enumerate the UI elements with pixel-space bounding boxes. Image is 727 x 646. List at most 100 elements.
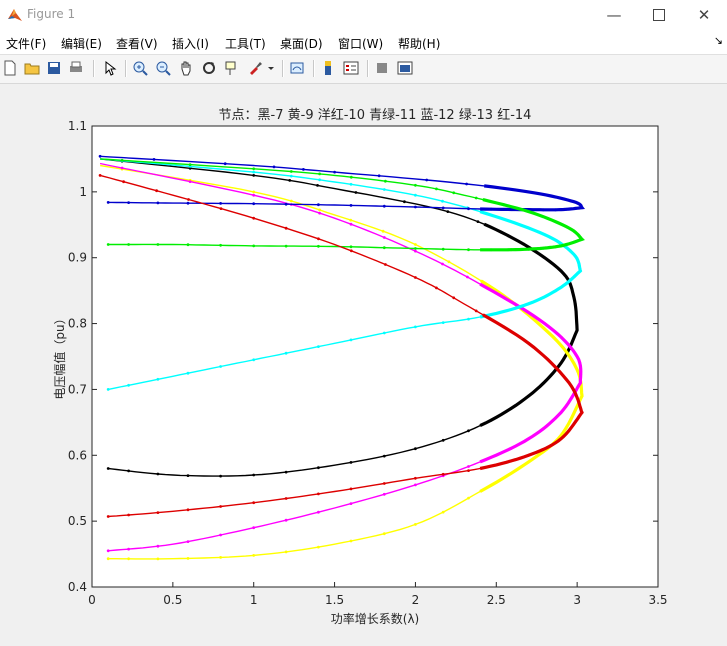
series-marker-1 (318, 208, 321, 212)
pan-hand-icon[interactable] (176, 58, 196, 78)
series-marker-3 (252, 358, 256, 362)
menu-file[interactable]: 文件(F) (6, 37, 47, 51)
series-marker-2 (382, 236, 386, 239)
maximize-button[interactable] (636, 0, 682, 30)
y-tick-label: 0.8 (68, 317, 87, 331)
series-marker-1 (532, 317, 536, 321)
series-marker-5 (577, 234, 581, 238)
series-marker-6 (252, 501, 256, 505)
series-marker-1 (441, 510, 445, 514)
series-marker-0 (573, 302, 577, 306)
toolbar-separator (282, 60, 284, 77)
series-marker-2 (492, 290, 495, 293)
series-marker-1 (317, 545, 320, 549)
y-tick-label: 1.1 (68, 119, 87, 133)
series-marker-6 (572, 388, 575, 392)
series-marker-4 (106, 201, 110, 204)
rotate-3d-icon[interactable] (199, 58, 219, 78)
series-marker-0 (127, 469, 130, 473)
plot-title: 节点：黑-7 黄-9 洋红-10 青绿-11 蓝-12 绿-13 红-14 (219, 107, 532, 123)
series-marker-2 (186, 540, 190, 543)
series-marker-4 (425, 178, 429, 182)
select-arrow-icon[interactable] (100, 58, 120, 78)
series-marker-4 (156, 201, 160, 205)
series-marker-6 (577, 401, 581, 405)
zoom-out-icon[interactable] (153, 58, 173, 78)
series-marker-3 (441, 321, 445, 324)
series-marker-5 (435, 187, 438, 191)
series-marker-3 (554, 289, 557, 293)
series-marker-5 (527, 247, 530, 251)
close-button[interactable]: ✕ (681, 0, 727, 30)
brush-dropdown-icon[interactable] (265, 58, 277, 78)
series-marker-5 (188, 163, 192, 166)
series-marker-2 (284, 518, 288, 522)
series-marker-5 (441, 247, 445, 251)
series-marker-5 (452, 191, 456, 195)
series-marker-6 (317, 492, 320, 496)
colorbar-icon[interactable] (318, 58, 338, 78)
series-marker-5 (554, 245, 557, 249)
series-marker-6 (452, 296, 456, 300)
series-marker-5 (414, 247, 417, 250)
series-marker-0 (522, 242, 526, 246)
dock-arrow-icon[interactable]: ↘ (713, 34, 723, 47)
series-marker-3 (127, 383, 130, 387)
series-marker-3 (219, 365, 223, 368)
series-marker-0 (499, 230, 503, 234)
series-marker-1 (284, 550, 288, 554)
menu-help[interactable]: 帮助(H) (398, 37, 441, 51)
window-titlebar: Figure 1 — ✕ (0, 0, 727, 30)
brush-icon[interactable] (245, 58, 265, 78)
series-marker-5 (186, 243, 190, 247)
hide-plot-tools-icon[interactable] (372, 58, 392, 78)
toolbar-separator (93, 60, 95, 77)
maximize-icon (653, 9, 665, 21)
menu-tools[interactable]: 工具(T) (225, 37, 266, 51)
legend-icon[interactable] (341, 58, 361, 78)
series-marker-1 (414, 243, 417, 246)
menu-edit[interactable]: 编辑(E) (61, 37, 102, 51)
series-nose-segment-1 (479, 279, 584, 493)
x-tick-label: 2.5 (487, 593, 506, 607)
series-marker-0 (252, 174, 256, 177)
series-marker-4 (414, 205, 417, 209)
series-marker-5 (317, 244, 320, 248)
series-marker-4 (489, 207, 493, 211)
series-marker-1 (382, 532, 386, 536)
series-marker-1 (186, 557, 190, 560)
series-marker-2 (564, 404, 568, 408)
series-marker-2 (542, 427, 545, 431)
show-plot-tools-icon[interactable] (395, 58, 415, 78)
series-marker-5 (384, 179, 387, 183)
open-file-icon[interactable] (22, 58, 42, 78)
series-marker-0 (156, 472, 160, 476)
menu-view[interactable]: 查看(V) (116, 37, 158, 51)
menu-insert[interactable]: 插入(I) (172, 37, 209, 51)
save-icon[interactable] (44, 58, 64, 78)
data-cursor-icon[interactable] (222, 58, 242, 78)
minimize-button[interactable]: — (591, 0, 637, 30)
series-marker-3 (441, 199, 444, 203)
series-marker-1 (572, 362, 576, 366)
series-marker-6 (467, 469, 470, 472)
series-marker-5 (289, 170, 293, 173)
series-marker-4 (302, 168, 305, 171)
series-marker-6 (284, 226, 288, 230)
new-figure-icon[interactable] (0, 58, 20, 78)
menu-desktop[interactable]: 桌面(D) (280, 37, 323, 51)
series-marker-4 (467, 207, 470, 211)
series-marker-1 (480, 279, 484, 283)
zoom-in-icon[interactable] (130, 58, 150, 78)
series-marker-6 (155, 189, 159, 193)
series-marker-0 (252, 473, 256, 477)
series-marker-4 (272, 165, 276, 169)
window-title: Figure 1 (27, 7, 76, 21)
series-marker-5 (546, 217, 550, 220)
series-marker-5 (561, 223, 565, 227)
print-icon[interactable] (66, 58, 86, 78)
series-marker-2 (414, 483, 417, 487)
menu-window[interactable]: 窗口(W) (338, 37, 384, 51)
link-plot-icon[interactable] (287, 58, 307, 78)
series-marker-3 (186, 371, 190, 375)
